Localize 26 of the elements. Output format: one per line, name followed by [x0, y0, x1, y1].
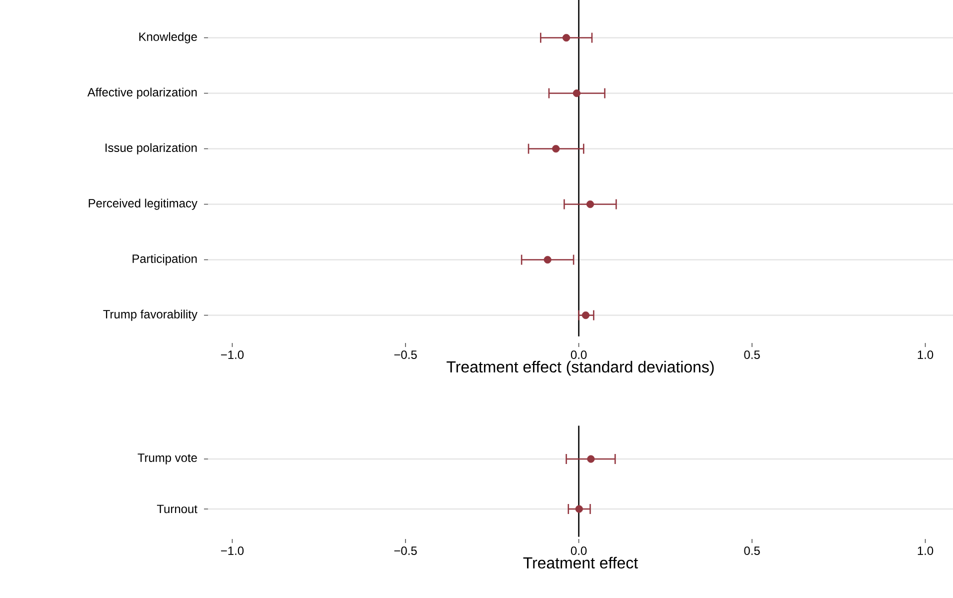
y-tick-label: Knowledge [139, 32, 197, 44]
point [544, 256, 552, 264]
y-tick-label: Perceived legitimacy [88, 198, 198, 210]
point [572, 89, 580, 98]
y-tick-label: Trump favorability [103, 310, 198, 321]
x-tick-label: 0.0 [570, 546, 587, 555]
point [582, 311, 590, 320]
x-tick-label: −0.5 [394, 546, 417, 555]
y-tick-label: Turnout [156, 504, 198, 514]
x-tick-label: 0.5 [744, 546, 760, 555]
x-tick-label: 1.0 [918, 350, 934, 359]
y-tick-label: Affective polarization [87, 88, 197, 99]
x-tick-label: 1.0 [918, 546, 934, 555]
x-axis-title: Treatment effect (standard deviations) [446, 360, 714, 376]
x-tick-label: 0.5 [744, 350, 760, 359]
x-axis-title: Treatment effect [523, 556, 638, 569]
y-tick-label: Issue polarization [106, 143, 197, 154]
x-tick-label: −1.0 [221, 350, 244, 359]
point [552, 144, 560, 153]
y-tick-label: Trump vote [138, 454, 197, 464]
y-tick-label: Participation [132, 254, 197, 266]
point [562, 34, 570, 42]
x-tick-label: −1.0 [221, 546, 244, 555]
x-tick-label: −0.5 [394, 350, 417, 359]
point [586, 200, 594, 208]
x-tick-label: 0.0 [570, 350, 587, 359]
